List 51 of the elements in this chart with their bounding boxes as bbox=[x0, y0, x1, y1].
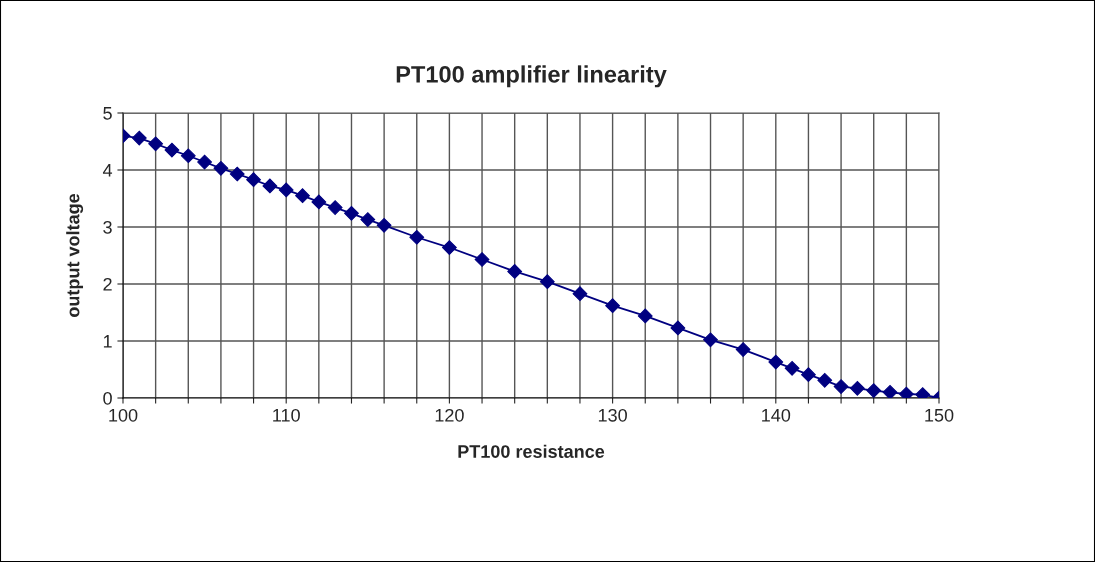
y-tick-label: 1 bbox=[103, 335, 112, 348]
point bbox=[327, 200, 343, 216]
point bbox=[442, 240, 457, 255]
point bbox=[784, 360, 800, 376]
point bbox=[262, 178, 278, 194]
point bbox=[197, 154, 212, 170]
point bbox=[409, 229, 425, 245]
point bbox=[735, 342, 751, 357]
y-tick-label: 3 bbox=[103, 220, 112, 234]
point bbox=[474, 252, 490, 267]
point bbox=[311, 194, 327, 210]
x-tick-label: 150 bbox=[925, 408, 954, 422]
point bbox=[246, 172, 261, 188]
point bbox=[213, 160, 229, 176]
point bbox=[539, 274, 555, 290]
point bbox=[164, 142, 180, 158]
point bbox=[768, 354, 784, 370]
point bbox=[572, 286, 588, 302]
point bbox=[278, 182, 294, 198]
point bbox=[882, 384, 898, 398]
point bbox=[131, 130, 147, 146]
point bbox=[898, 386, 914, 398]
point bbox=[866, 383, 882, 398]
point bbox=[801, 367, 816, 383]
point bbox=[376, 217, 392, 233]
x-tick-label: 140 bbox=[762, 408, 791, 422]
y-tick-label: 5 bbox=[103, 107, 112, 120]
point bbox=[180, 148, 196, 164]
y-tick-label: 0 bbox=[103, 391, 112, 405]
point bbox=[833, 379, 849, 394]
point bbox=[295, 188, 310, 204]
point bbox=[670, 320, 686, 336]
point bbox=[850, 380, 865, 396]
point bbox=[817, 372, 833, 388]
point bbox=[148, 136, 164, 152]
point bbox=[605, 298, 620, 314]
y-tick-label: 2 bbox=[103, 277, 112, 291]
x-axis-title: PT100 resistance bbox=[458, 444, 605, 458]
x-tick-label: 100 bbox=[109, 408, 138, 422]
point bbox=[637, 308, 653, 324]
x-tick-label: 110 bbox=[273, 408, 300, 422]
point bbox=[360, 212, 376, 227]
x-tick-label: 120 bbox=[435, 408, 464, 422]
chart-title: PT100 amplifier linearity bbox=[396, 65, 667, 88]
y-tick-label: 4 bbox=[102, 164, 113, 177]
x-tick-label: 130 bbox=[598, 408, 627, 422]
point bbox=[703, 332, 718, 348]
point bbox=[507, 264, 523, 279]
point bbox=[229, 166, 245, 182]
point bbox=[344, 205, 359, 221]
y-axis-title: output voltage bbox=[66, 193, 84, 317]
